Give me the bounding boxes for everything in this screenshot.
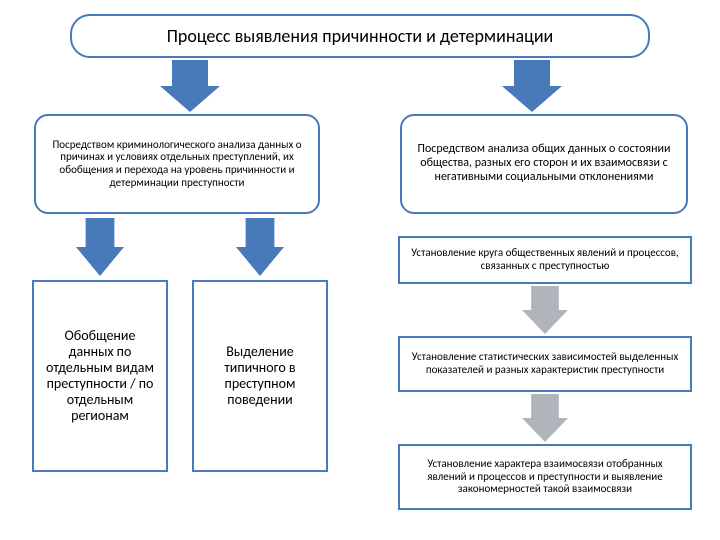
- right-step-3-box: Установление характера взаимосвязи отобр…: [398, 444, 692, 510]
- right-3-text: Установление характера взаимосвязи отобр…: [408, 458, 682, 496]
- arrow-down-right: [502, 60, 562, 112]
- right-2-text: Установление статистических зависимостей…: [408, 351, 682, 376]
- left-top-text: Посредством криминологического анализа д…: [44, 139, 310, 190]
- right-1-text: Установление круга общественных явлений …: [408, 247, 682, 272]
- arrow-gray-2: [522, 394, 568, 442]
- arrow-gray-1: [522, 286, 568, 334]
- title-box: Процесс выявления причинности и детермин…: [70, 14, 650, 58]
- left-bottom-left-box: Обобщение данных по отдельным видам прес…: [32, 280, 168, 472]
- right-step-1-box: Установление круга общественных явлений …: [398, 236, 692, 284]
- title-text: Процесс выявления причинности и детермин…: [167, 26, 554, 47]
- arrow-mid-left: [76, 218, 124, 276]
- right-top-box: Посредством анализа общих данных о состо…: [400, 114, 688, 214]
- left-bottom-right-box: Выделение типичного в преступном поведен…: [192, 280, 328, 472]
- right-top-text: Посредством анализа общих данных о состо…: [410, 143, 678, 184]
- arrow-down-left: [160, 60, 220, 112]
- left-br-text: Выделение типичного в преступном поведен…: [202, 344, 318, 408]
- right-step-2-box: Установление статистических зависимостей…: [398, 336, 692, 392]
- arrow-mid-right: [236, 218, 284, 276]
- left-top-box: Посредством криминологического анализа д…: [34, 114, 320, 214]
- left-bl-text: Обобщение данных по отдельным видам прес…: [42, 328, 158, 425]
